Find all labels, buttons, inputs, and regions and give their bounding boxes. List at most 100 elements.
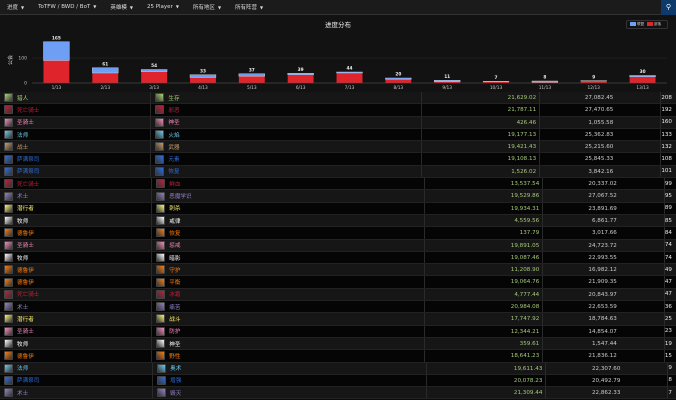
nav-dropdown-difficulty[interactable]: 英雄模 ▼ xyxy=(103,3,140,11)
spec-name[interactable]: 野性 xyxy=(169,353,181,360)
class-name[interactable]: 圣骑士 xyxy=(17,243,34,250)
table-row[interactable]: 死亡骑士 冰霜 4,777.44 20,843.97 47 xyxy=(0,288,676,302)
table-row[interactable]: 术士 恶魔学识 19,529.86 27,067.52 95 xyxy=(0,190,676,203)
class-cell: 德鲁伊 xyxy=(0,276,153,288)
class-name[interactable]: 牧师 xyxy=(17,255,29,262)
table-row[interactable]: 德鲁伊 野性 18,641.23 21,836.12 15 xyxy=(0,350,676,363)
table-row[interactable]: 死亡骑士 邪恶 21,787.11 27,470.65 192 xyxy=(0,104,676,117)
table-row[interactable]: 术士 痛苦 20,984.08 22,653.59 36 xyxy=(0,301,676,314)
spec-name[interactable]: 防护 xyxy=(169,329,181,336)
spec-name[interactable]: 戒律 xyxy=(169,218,181,225)
table-row[interactable]: 萨满祭司 增强 20,078.23 20,492.79 8 xyxy=(0,374,676,388)
class-name[interactable]: 萨满祭司 xyxy=(17,157,40,164)
spec-name[interactable]: 元素 xyxy=(168,157,180,164)
value-a: 17,747.92 xyxy=(425,313,544,325)
spec-name[interactable]: 战斗 xyxy=(169,316,181,323)
class-name[interactable]: 圣骑士 xyxy=(17,329,34,336)
spec-name[interactable]: 火焰 xyxy=(168,132,180,139)
class-name[interactable]: 牧师 xyxy=(17,341,29,348)
table-row[interactable]: 德鲁伊 平衡 19,064.76 21,909.35 47 xyxy=(0,276,676,289)
value-a: 19,064.76 xyxy=(425,276,544,288)
table-row[interactable]: 德鲁伊 守护 11,208.90 16,982.12 49 xyxy=(0,264,676,277)
spec-name[interactable]: 神圣 xyxy=(168,120,180,127)
table-row[interactable]: 圣骑士 神圣 426.46 1,055.58 160 xyxy=(0,116,676,129)
table-row[interactable]: 法师 奥术 19,611.43 22,307.60 9 xyxy=(0,362,676,375)
caret-down-icon: ▼ xyxy=(93,4,97,9)
table-row[interactable]: 战士 武器 19,421.43 25,215.60 132 xyxy=(0,141,676,154)
spec-icon xyxy=(156,265,166,275)
table-row[interactable]: 萨满祭司 元素 19,108.13 25,845.33 108 xyxy=(0,153,676,166)
chart-legend: 联盟 部落 xyxy=(626,20,668,29)
table-row[interactable]: 潜行者 战斗 17,747.92 18,784.63 25 xyxy=(0,313,676,326)
class-name[interactable]: 死亡骑士 xyxy=(17,292,40,299)
class-name[interactable]: 德鲁伊 xyxy=(17,353,34,360)
table-row[interactable]: 术士 毁灭 21,309.44 22,862.33 7 xyxy=(0,387,676,400)
spec-name[interactable]: 鲜血 xyxy=(169,181,181,188)
class-name[interactable]: 德鲁伊 xyxy=(17,230,34,237)
table-row[interactable]: 死亡骑士 鲜血 13,537.54 20,337.02 99 xyxy=(0,178,676,191)
table-row[interactable]: 圣骑士 防护 12,344.21 14,854.07 23 xyxy=(0,325,676,338)
class-name[interactable]: 圣骑士 xyxy=(17,120,34,127)
class-name[interactable]: 术士 xyxy=(17,194,29,201)
spec-name[interactable]: 生存 xyxy=(168,95,180,102)
spec-cell: 恶魔学识 xyxy=(152,190,425,202)
nav-dropdown-size[interactable]: 25 Player ▼ xyxy=(140,4,186,10)
legend-item-alliance[interactable]: 联盟 xyxy=(630,22,644,27)
spec-name[interactable]: 毁灭 xyxy=(170,390,182,397)
spec-name[interactable]: 守护 xyxy=(169,267,181,274)
class-name[interactable]: 死亡骑士 xyxy=(17,181,40,188)
class-name[interactable]: 术士 xyxy=(17,390,29,397)
table-row[interactable]: 德鲁伊 恢复 137.79 3,017.66 84 xyxy=(0,227,676,240)
legend-item-horde[interactable]: 部落 xyxy=(647,22,661,27)
class-name[interactable]: 猎人 xyxy=(17,95,29,102)
nav-dropdown-faction[interactable]: 所有阵营 ▼ xyxy=(228,3,270,11)
spec-name[interactable]: 恢复 xyxy=(169,230,181,237)
class-icon xyxy=(4,277,13,287)
class-name[interactable]: 法师 xyxy=(17,366,29,373)
table-row[interactable]: 牧师 神圣 359.61 1,547.44 19 xyxy=(0,337,676,351)
spec-name[interactable]: 增强 xyxy=(170,378,182,385)
class-name[interactable]: 死亡骑士 xyxy=(17,107,40,114)
spec-cell: 生存 xyxy=(151,92,423,104)
class-name[interactable]: 潜行者 xyxy=(17,206,34,213)
class-name[interactable]: 牧师 xyxy=(17,218,29,225)
search-button[interactable]: ⚲ xyxy=(661,0,676,15)
class-name[interactable]: 术士 xyxy=(17,304,29,311)
spec-name[interactable]: 痛苦 xyxy=(169,304,181,311)
spec-name[interactable]: 恶魔学识 xyxy=(169,194,192,201)
spec-name[interactable]: 刺杀 xyxy=(169,206,181,213)
table-row[interactable]: 牧师 戒律 4,559.56 6,861.77 85 xyxy=(0,214,676,228)
value-b: 16,982.12 xyxy=(543,264,665,276)
bar-alliance xyxy=(189,74,217,78)
spec-name[interactable]: 神圣 xyxy=(169,341,181,348)
data-label: 44 xyxy=(347,66,353,72)
nav-dropdown-region[interactable]: 所有地区 ▼ xyxy=(186,3,228,11)
class-name[interactable]: 潜行者 xyxy=(17,316,34,323)
class-name[interactable]: 萨满祭司 xyxy=(17,169,40,176)
spec-name[interactable]: 奥术 xyxy=(170,366,182,373)
spec-name[interactable]: 邪恶 xyxy=(168,107,180,114)
class-name[interactable]: 法师 xyxy=(17,132,29,139)
spec-name[interactable]: 恢复 xyxy=(168,169,180,176)
table-row[interactable]: 潜行者 刺杀 19,934.31 23,891.69 89 xyxy=(0,202,676,215)
class-name[interactable]: 萨满祭司 xyxy=(17,378,40,385)
class-icon xyxy=(4,326,13,336)
spec-name[interactable]: 暗影 xyxy=(169,255,181,262)
table-row[interactable]: 圣骑士 惩戒 19,891.05 24,723.72 74 xyxy=(0,239,676,252)
class-name[interactable]: 战士 xyxy=(17,144,29,151)
class-name[interactable]: 德鲁伊 xyxy=(17,280,34,287)
count: 101 xyxy=(661,168,672,175)
caret-down-icon: ▼ xyxy=(129,5,133,10)
nav-dropdown-progress[interactable]: 进度 ▼ xyxy=(0,3,31,11)
spec-name[interactable]: 冰霜 xyxy=(169,292,181,299)
class-name[interactable]: 德鲁伊 xyxy=(17,267,34,274)
table-row[interactable]: 猎人 生存 21,629.02 27,082.45 208 xyxy=(0,92,676,105)
nav-dropdown-raid[interactable]: ToTFW / BWD / BoT ▼ xyxy=(31,4,103,10)
spec-name[interactable]: 惩戒 xyxy=(169,243,181,250)
table-row[interactable]: 萨满祭司 恢复 1,526.02 3,842.16 101 xyxy=(0,165,676,179)
spec-name[interactable]: 武器 xyxy=(168,144,180,151)
spec-name[interactable]: 平衡 xyxy=(169,280,181,287)
spec-cell: 冰霜 xyxy=(152,288,425,301)
table-row[interactable]: 牧师 暗影 19,087.46 22,993.55 74 xyxy=(0,251,676,265)
table-row[interactable]: 法师 火焰 19,177.13 25,362.83 133 xyxy=(0,128,676,142)
